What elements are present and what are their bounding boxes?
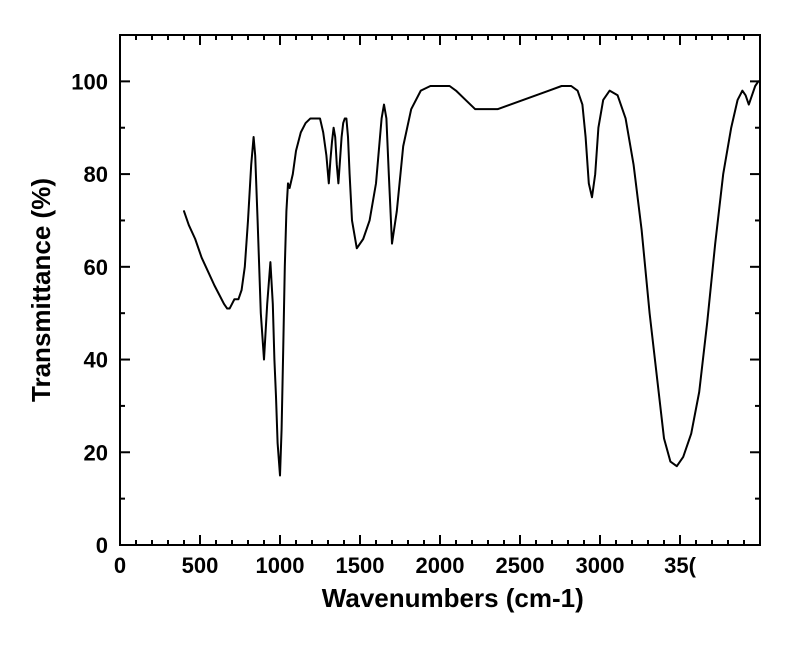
ir-spectrum-chart: 0 500 1000 1500 2000 2500 3000 35( 0 20 40 60 80 100 W… [0,0,800,657]
x-tick-label: 1000 [256,553,305,578]
x-tick-label: 2500 [496,553,545,578]
y-tick-label: 0 [96,533,108,558]
y-tick-label: 20 [84,440,108,465]
y-tick-label: 40 [84,348,108,373]
y-tick-label: 60 [84,255,108,280]
y-tick-label: 100 [71,69,108,94]
y-tick-label: 80 [84,162,108,187]
x-tick-label: 1500 [336,553,385,578]
x-tick-label: 35( [664,553,696,578]
x-tick-label: 3000 [576,553,625,578]
x-tick-label: 500 [182,553,219,578]
x-axis-title: Wavenumbers (cm-1) [322,583,584,613]
spectrum-line [184,81,758,475]
x-tick-label: 2000 [416,553,465,578]
y-axis-title: Transmittance (%) [26,178,56,402]
x-tick-label: 0 [114,553,126,578]
chart-svg: 0 500 1000 1500 2000 2500 3000 35( 0 20 40 60 80 100 W… [0,0,800,657]
